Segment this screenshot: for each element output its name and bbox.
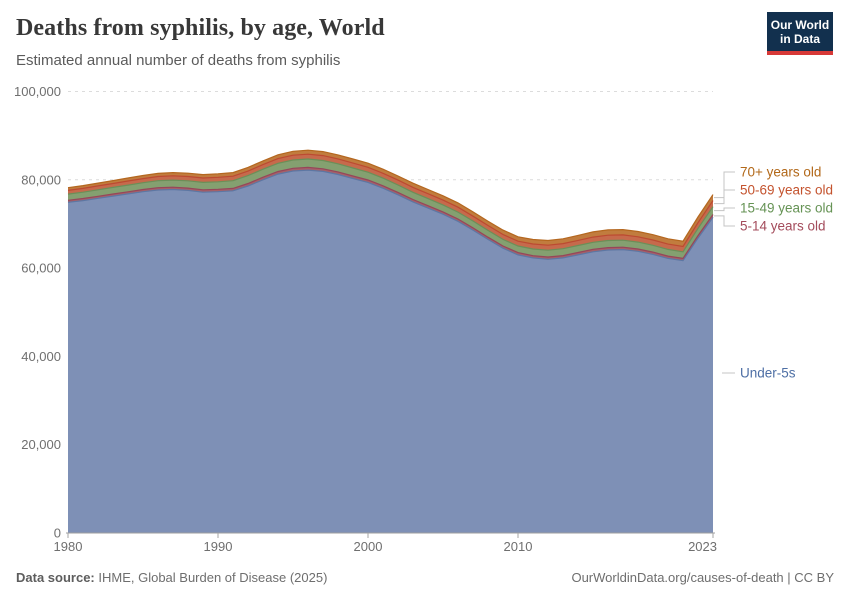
- line-50-69-years-old: [67, 153, 714, 248]
- chart-footer: Data source: IHME, Global Burden of Dise…: [16, 568, 834, 586]
- legend-label-50-69-years-old[interactable]: 50-69 years old: [740, 183, 833, 198]
- x-axis-tick-label: 1980: [54, 539, 83, 554]
- x-axis-tick-label: 2023: [688, 539, 717, 554]
- legend-label-under-5s[interactable]: Under-5s: [740, 366, 796, 381]
- legend-label-5-14-years-old[interactable]: 5-14 years old: [740, 219, 826, 234]
- footer-license-link[interactable]: OurWorldinData.org/causes-of-death | CC …: [571, 569, 834, 585]
- y-axis-tick-label: 0: [54, 526, 61, 541]
- legend-connector: [714, 215, 735, 227]
- page-title: Deaths from syphilis, by age, World: [16, 15, 385, 41]
- data-source-text: IHME, Global Burden of Disease (2025): [94, 569, 328, 585]
- line-70-years-old: [67, 149, 714, 242]
- x-axis-tick-label: 2010: [504, 539, 533, 554]
- chart-header: Deaths from syphilis, by age, World Esti…: [0, 0, 850, 80]
- y-axis-tick-label: 40,000: [21, 349, 61, 364]
- line-under-5s: [67, 169, 714, 262]
- legend-label-70-years-old[interactable]: 70+ years old: [740, 165, 821, 180]
- y-axis-tick-label: 20,000: [21, 437, 61, 452]
- area-under-5s[interactable]: [68, 170, 713, 533]
- owid-logo-line1: Our World: [770, 17, 830, 32]
- y-axis-tick-label: 60,000: [21, 261, 61, 276]
- owid-logo-line2: in Data: [779, 31, 820, 46]
- x-axis-tick-label: 1990: [204, 539, 233, 554]
- line-5-14-years-old: [67, 166, 714, 260]
- legend-connector: [714, 171, 735, 199]
- chart-subtitle: Estimated annual number of deaths from s…: [16, 52, 341, 69]
- chart-canvas: 0 20,000 40,000 60,000 80,000 100,000 1980 1990…: [14, 84, 833, 554]
- area-50-69-years-old[interactable]: [68, 154, 713, 252]
- line-15-49-years-old: [67, 158, 714, 253]
- legend-connector: [714, 207, 735, 212]
- x-axis-tick-label: 2000: [354, 539, 383, 554]
- y-axis-tick-label: 80,000: [21, 172, 61, 187]
- area-15-49-years-old[interactable]: [68, 159, 713, 259]
- owid-logo[interactable]: Our World in Data: [767, 12, 833, 55]
- data-source-label: Data source:: [16, 569, 95, 585]
- data-source: Data source: IHME, Global Burden of Dise…: [16, 570, 327, 585]
- area-70-years-old[interactable]: [68, 150, 713, 247]
- legend-label-15-49-years-old[interactable]: 15-49 years old: [740, 201, 833, 216]
- y-axis-tick-label: 100,000: [14, 84, 61, 99]
